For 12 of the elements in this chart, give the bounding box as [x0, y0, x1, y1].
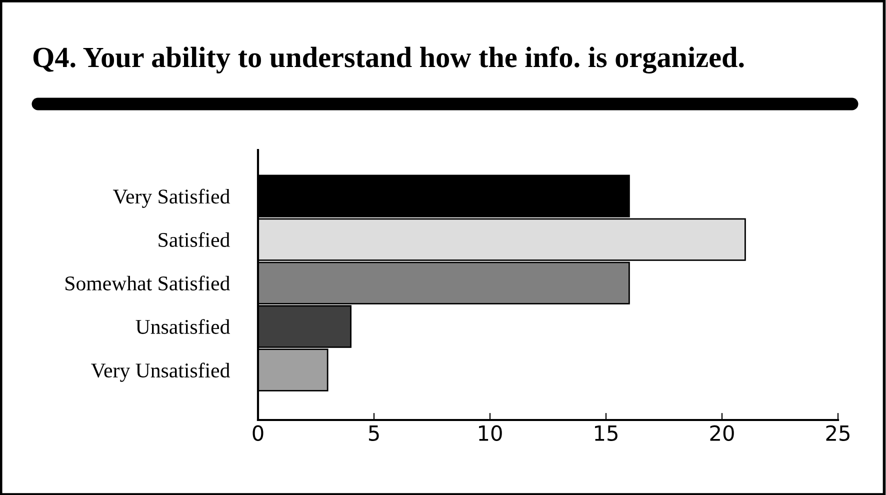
- y-tick-label: Very Unsatisfied: [91, 362, 230, 382]
- x-tick-label: 25: [826, 425, 850, 441]
- x-tick-label: 10: [479, 425, 502, 441]
- x-tick-label: 15: [595, 426, 618, 441]
- y-tick-label: Very Satisfied: [113, 188, 230, 208]
- chart-title: Q4. Your ability to understand how the info. is organized.: [33, 46, 744, 74]
- x-tick-label: 5: [368, 426, 379, 441]
- x-tick-label: 20: [710, 425, 734, 441]
- y-tick-label: Somewhat Satisfied: [66, 276, 230, 290]
- y-tick-label: Satisfied: [158, 232, 230, 247]
- y-tick-label: Unsatisfied: [136, 319, 230, 334]
- x-tick-label: 0: [252, 425, 264, 441]
